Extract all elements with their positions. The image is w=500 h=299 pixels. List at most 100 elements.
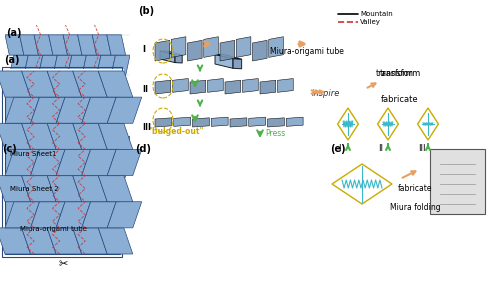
Polygon shape [63, 157, 82, 177]
Text: Miura folding: Miura folding [390, 202, 440, 211]
Text: fabricate: fabricate [381, 94, 419, 103]
Polygon shape [30, 202, 65, 228]
Polygon shape [56, 97, 90, 123]
Polygon shape [160, 51, 182, 55]
Polygon shape [21, 159, 31, 167]
Polygon shape [111, 96, 130, 116]
Polygon shape [56, 150, 90, 176]
Text: I: I [338, 144, 340, 153]
Polygon shape [98, 71, 133, 97]
Polygon shape [111, 137, 130, 157]
Polygon shape [252, 40, 267, 61]
Polygon shape [155, 40, 170, 61]
Polygon shape [78, 35, 96, 55]
Text: (b): (b) [138, 6, 154, 16]
Text: ✂: ✂ [63, 181, 72, 192]
Polygon shape [10, 213, 20, 221]
Polygon shape [5, 75, 24, 96]
Polygon shape [82, 150, 116, 176]
Polygon shape [32, 183, 42, 191]
Text: "bulged-out": "bulged-out" [148, 126, 204, 135]
Polygon shape [98, 176, 133, 202]
Polygon shape [24, 55, 43, 75]
Text: Mountain: Mountain [360, 11, 393, 17]
Polygon shape [30, 97, 65, 123]
Polygon shape [230, 118, 247, 127]
Polygon shape [72, 176, 107, 202]
Polygon shape [92, 116, 111, 137]
FancyBboxPatch shape [5, 71, 120, 254]
Polygon shape [82, 202, 116, 228]
Polygon shape [5, 35, 24, 55]
Polygon shape [63, 116, 82, 137]
Polygon shape [72, 71, 107, 97]
Polygon shape [10, 137, 29, 157]
Polygon shape [63, 35, 82, 55]
Polygon shape [53, 137, 72, 157]
Polygon shape [10, 96, 29, 116]
Polygon shape [106, 35, 126, 55]
Text: Miura Sheet1: Miura Sheet1 [10, 151, 56, 157]
Polygon shape [24, 96, 43, 116]
Polygon shape [171, 37, 186, 57]
Polygon shape [34, 35, 53, 55]
Polygon shape [111, 55, 130, 75]
Polygon shape [48, 75, 68, 96]
Polygon shape [68, 96, 86, 116]
Polygon shape [92, 157, 111, 177]
Polygon shape [215, 54, 233, 68]
Polygon shape [32, 213, 42, 221]
Polygon shape [55, 183, 64, 191]
Polygon shape [10, 161, 20, 169]
Text: (a): (a) [4, 55, 20, 65]
Polygon shape [82, 97, 116, 123]
Polygon shape [5, 150, 40, 176]
Polygon shape [155, 80, 171, 94]
Polygon shape [24, 137, 43, 157]
Polygon shape [32, 161, 42, 169]
Text: transform: transform [376, 69, 414, 79]
Polygon shape [106, 75, 126, 96]
Polygon shape [56, 202, 90, 228]
Polygon shape [34, 75, 53, 96]
Polygon shape [278, 79, 293, 92]
Polygon shape [225, 80, 241, 94]
Polygon shape [48, 116, 68, 137]
Polygon shape [66, 159, 76, 167]
Polygon shape [188, 40, 202, 61]
Polygon shape [268, 118, 284, 127]
Polygon shape [160, 51, 175, 62]
Polygon shape [92, 75, 111, 96]
Polygon shape [20, 75, 38, 96]
Polygon shape [78, 116, 96, 137]
Polygon shape [47, 123, 82, 150]
Polygon shape [96, 55, 116, 75]
Polygon shape [44, 159, 54, 167]
Polygon shape [107, 150, 142, 176]
Text: fabricate: fabricate [398, 184, 432, 193]
Polygon shape [215, 54, 242, 59]
Polygon shape [38, 55, 58, 75]
Text: (e): (e) [330, 144, 345, 154]
FancyBboxPatch shape [2, 69, 124, 259]
Polygon shape [236, 37, 251, 57]
Polygon shape [38, 137, 58, 157]
Polygon shape [107, 202, 142, 228]
Polygon shape [82, 55, 101, 75]
Polygon shape [44, 211, 54, 219]
Polygon shape [96, 96, 116, 116]
Text: III: III [142, 123, 151, 132]
Polygon shape [22, 176, 56, 202]
Polygon shape [5, 116, 24, 137]
Polygon shape [63, 75, 82, 96]
Polygon shape [48, 35, 68, 55]
Polygon shape [21, 181, 31, 189]
Polygon shape [0, 228, 30, 254]
Polygon shape [269, 37, 283, 57]
Polygon shape [106, 116, 126, 137]
Polygon shape [68, 137, 86, 157]
Polygon shape [44, 181, 54, 189]
Text: III: III [418, 144, 426, 153]
Text: Miura-origami tube: Miura-origami tube [20, 226, 87, 232]
Text: I: I [142, 45, 145, 54]
